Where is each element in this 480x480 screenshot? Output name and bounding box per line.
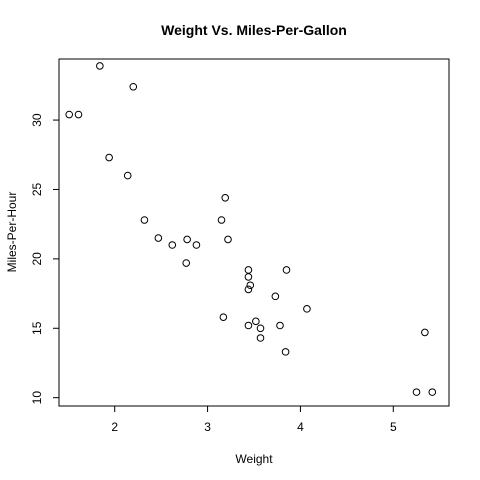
- data-point: [221, 194, 230, 202]
- data-point: [256, 334, 265, 342]
- y-tick-label: 25: [30, 182, 44, 196]
- data-point: [246, 281, 255, 290]
- data-point: [217, 216, 226, 224]
- data-point: [421, 328, 429, 337]
- data-point: [281, 348, 290, 356]
- data-point: [244, 273, 253, 281]
- data-point: [428, 388, 437, 396]
- data-point: [244, 285, 253, 294]
- data-point: [140, 216, 149, 224]
- data-point: [129, 82, 138, 91]
- data-point: [192, 241, 201, 249]
- y-tick-label: 15: [30, 321, 44, 335]
- data-point: [105, 153, 113, 162]
- data-point: [219, 313, 228, 321]
- data-point: [183, 235, 191, 244]
- data-point: [276, 321, 284, 330]
- y-tick-label: 20: [30, 252, 44, 266]
- y-axis-label: Miles-Per-Hour: [5, 192, 19, 273]
- data-point: [74, 110, 83, 119]
- x-axis: 2 3 4 5: [111, 406, 397, 434]
- data-point: [96, 62, 104, 70]
- y-tick-label: 30: [30, 113, 44, 127]
- x-tick-label: 2: [111, 420, 118, 434]
- data-point: [271, 292, 280, 301]
- x-tick-label: 4: [297, 420, 304, 434]
- x-axis-label: Weight: [235, 452, 273, 466]
- data-point: [182, 259, 191, 267]
- data-point: [256, 324, 265, 333]
- data-point: [303, 305, 311, 313]
- data-point: [123, 171, 132, 180]
- data-point: [244, 266, 253, 274]
- y-tick-label: 10: [30, 391, 44, 405]
- data-point: [252, 317, 260, 326]
- x-tick-label: 5: [390, 420, 397, 434]
- data-point: [65, 110, 74, 119]
- x-tick-label: 3: [204, 420, 211, 434]
- data-point: [154, 234, 163, 242]
- y-axis: 10 15 20 25 30: [30, 113, 59, 404]
- data-point: [224, 235, 232, 244]
- data-point: [244, 321, 253, 330]
- data-points: [65, 62, 437, 396]
- data-point: [282, 266, 291, 274]
- plot-frame: [58, 58, 450, 407]
- data-point: [412, 388, 421, 396]
- chart-title: Weight Vs. Miles-Per-Gallon: [161, 22, 347, 38]
- data-point: [168, 241, 177, 249]
